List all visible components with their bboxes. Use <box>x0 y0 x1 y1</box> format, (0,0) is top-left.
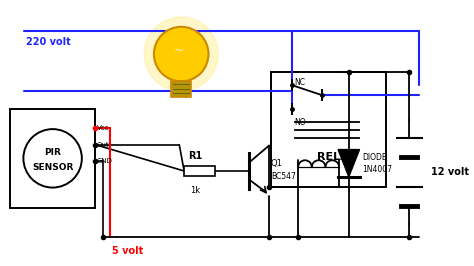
Text: Q1: Q1 <box>271 159 283 168</box>
Text: NC: NC <box>294 78 305 87</box>
Text: RELAY: RELAY <box>317 152 356 162</box>
Text: Out: Out <box>96 142 109 148</box>
Text: PIR: PIR <box>44 148 61 157</box>
Text: ~: ~ <box>174 44 184 57</box>
Text: R1: R1 <box>188 151 202 161</box>
Text: BC547: BC547 <box>271 172 296 181</box>
Text: 220 volt: 220 volt <box>26 38 71 47</box>
Circle shape <box>144 17 218 91</box>
Circle shape <box>154 27 209 81</box>
Circle shape <box>23 129 82 188</box>
Bar <box>172 81 191 97</box>
Bar <box>184 166 215 176</box>
Text: SENSOR: SENSOR <box>32 163 73 172</box>
Text: GND: GND <box>96 158 112 164</box>
Polygon shape <box>338 149 359 177</box>
Text: 1N4007: 1N4007 <box>363 165 392 173</box>
Text: 12 volt: 12 volt <box>431 167 469 177</box>
Text: Vcc: Vcc <box>96 125 109 131</box>
Text: 1k: 1k <box>190 186 200 195</box>
Text: NO: NO <box>294 118 306 127</box>
Bar <box>271 72 386 186</box>
Bar <box>10 109 95 208</box>
Text: 5 volt: 5 volt <box>112 246 143 256</box>
Text: DIODE: DIODE <box>363 153 387 162</box>
